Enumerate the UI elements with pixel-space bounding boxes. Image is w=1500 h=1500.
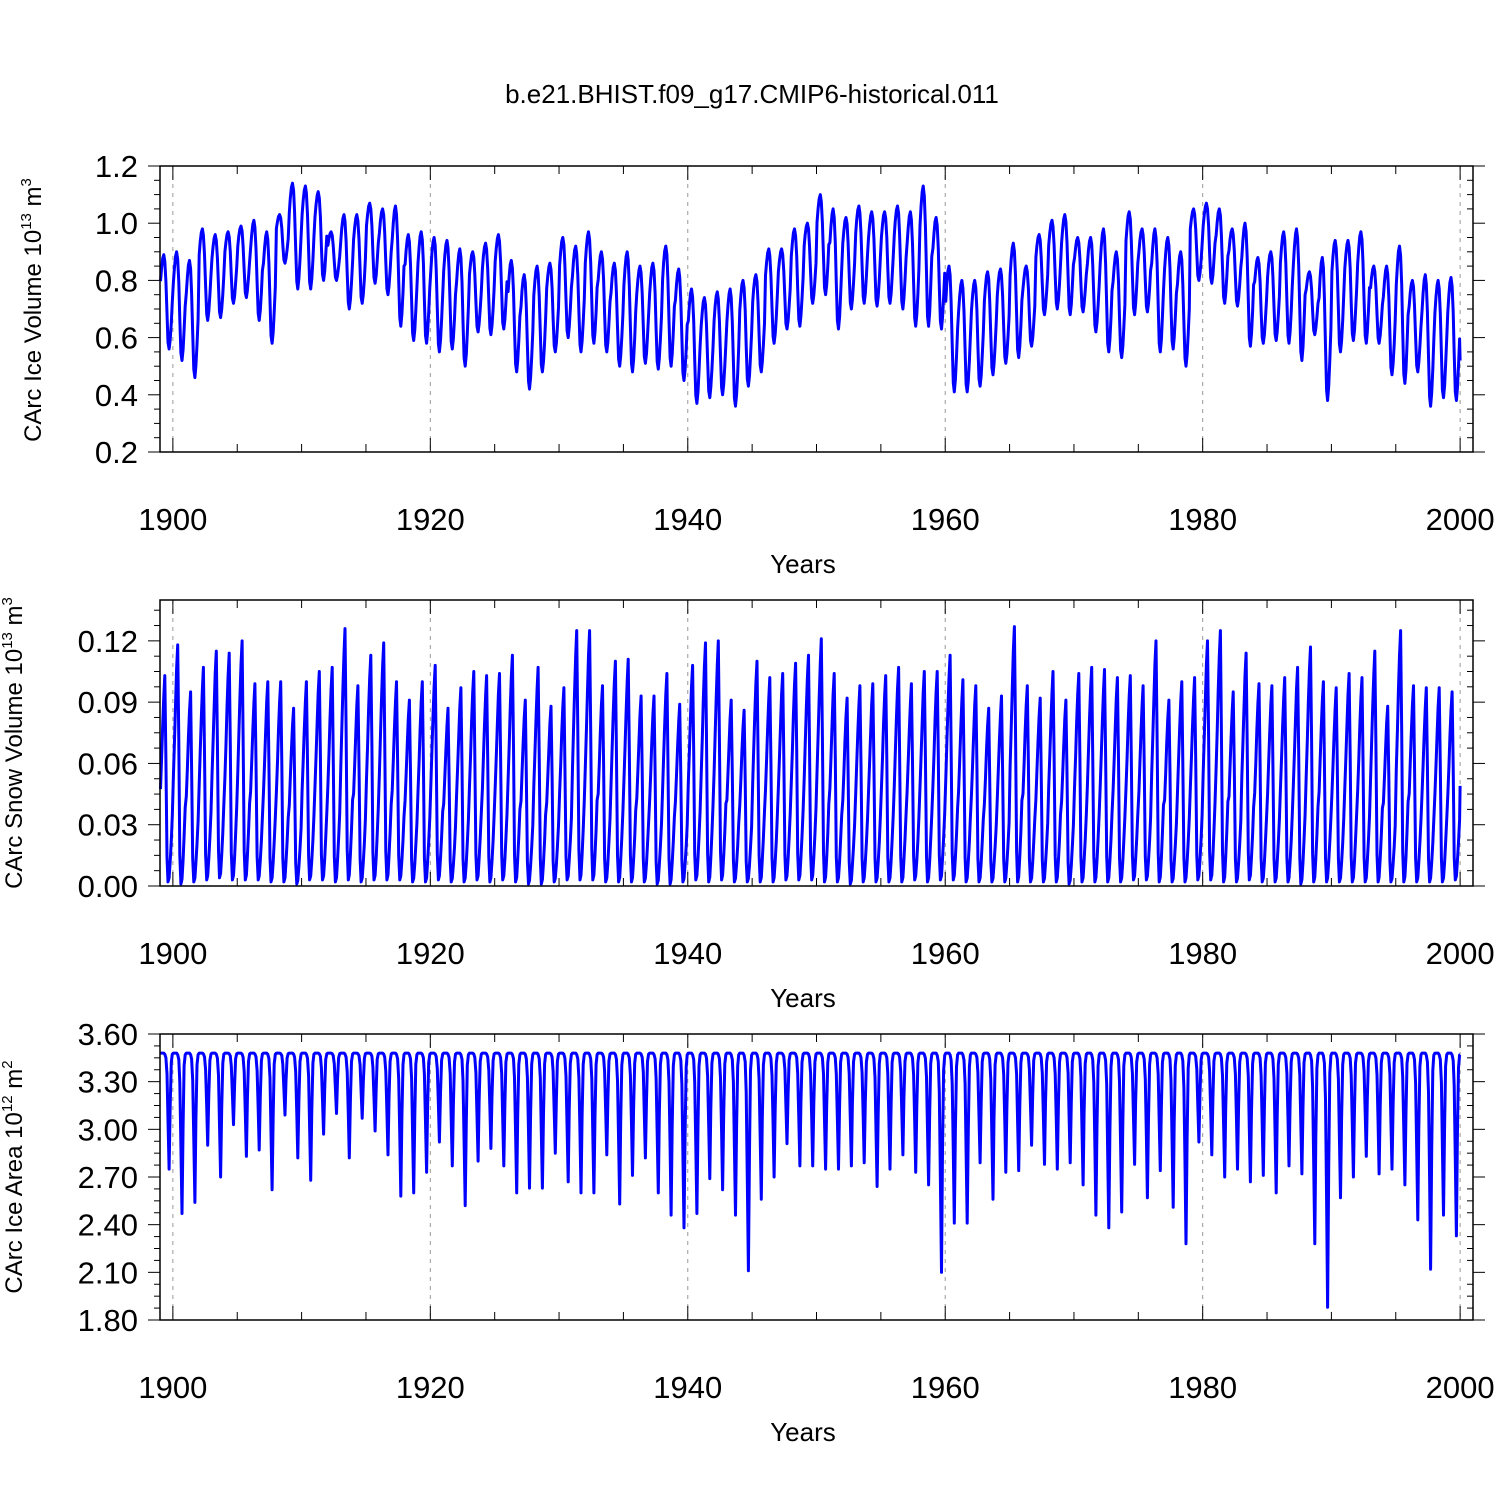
x-tick-label: 1940 [653, 936, 722, 971]
y-tick-label: 0.09 [78, 685, 138, 720]
xlabel-snow-volume: Years [770, 983, 836, 1013]
y-tick-label: 0.8 [95, 263, 138, 298]
y-tick-label: 0.03 [78, 808, 138, 843]
x-tick-label: 2000 [1426, 1370, 1495, 1405]
y-tick-label: 2.10 [78, 1255, 138, 1290]
y-tick-label: 0.4 [95, 378, 138, 413]
x-tick-label: 1960 [911, 1370, 980, 1405]
y-tick-label: 2.40 [78, 1208, 138, 1243]
x-tick-label: 1900 [138, 1370, 207, 1405]
plot-frame [159, 165, 1474, 453]
y-tick-label: 0.06 [78, 746, 138, 781]
panel-snow-volume: CArc Snow Volume 1013 m3 Years 0.00 0.03 0… [0, 597, 1495, 1013]
y-tick-label: 1.0 [95, 206, 138, 241]
x-tick-label: 1980 [1168, 1370, 1237, 1405]
series-line [159, 625, 1462, 886]
plot-frame [159, 599, 1474, 887]
ylabel-ice-area: CArc Ice Area 1012 m2 [0, 1060, 28, 1293]
x-tick-label: 1920 [396, 502, 465, 537]
series-line [159, 181, 1462, 408]
panel-ice-area: CArc Ice Area 1012 m2 Years 1.80 2.10 2.40… [0, 1017, 1495, 1447]
x-tick-label: 1900 [138, 936, 207, 971]
y-tick-label: 0.00 [78, 869, 138, 904]
x-tick-label: 1980 [1168, 502, 1237, 537]
y-tick-label: 0.12 [78, 624, 138, 659]
y-tick-label: 0.6 [95, 321, 138, 356]
y-tick-label: 0.2 [95, 435, 138, 470]
figure-title: b.e21.BHIST.f09_g17.CMIP6-historical.011 [505, 79, 999, 109]
x-tick-label: 1900 [138, 502, 207, 537]
y-tick-label: 1.2 [95, 149, 138, 184]
x-tick-label: 2000 [1426, 502, 1495, 537]
plot-frame [159, 1033, 1474, 1321]
y-tick-label: 3.60 [78, 1017, 138, 1052]
ylabel-snow-volume: CArc Snow Volume 1013 m3 [0, 597, 28, 889]
ylabel-ice-volume: CArc Ice Volume 1013 m3 [18, 178, 47, 442]
xlabel-ice-area: Years [770, 1417, 836, 1447]
x-tick-label: 1960 [911, 502, 980, 537]
x-tick-label: 1940 [653, 502, 722, 537]
panel-ice-volume: CArc Ice Volume 1013 m3 Years 0.2 0.4 0.6 0… [18, 149, 1495, 579]
x-tick-label: 1980 [1168, 936, 1237, 971]
x-tick-label: 2000 [1426, 936, 1495, 971]
series-line [160, 1051, 1462, 1309]
x-tick-label: 1960 [911, 936, 980, 971]
x-tick-label: 1920 [396, 936, 465, 971]
y-tick-label: 2.70 [78, 1160, 138, 1195]
y-tick-label: 3.30 [78, 1065, 138, 1100]
xlabel-ice-volume: Years [770, 549, 836, 579]
y-tick-label: 3.00 [78, 1112, 138, 1147]
x-tick-label: 1940 [653, 1370, 722, 1405]
y-tick-label: 1.80 [78, 1303, 138, 1338]
x-tick-label: 1920 [396, 1370, 465, 1405]
